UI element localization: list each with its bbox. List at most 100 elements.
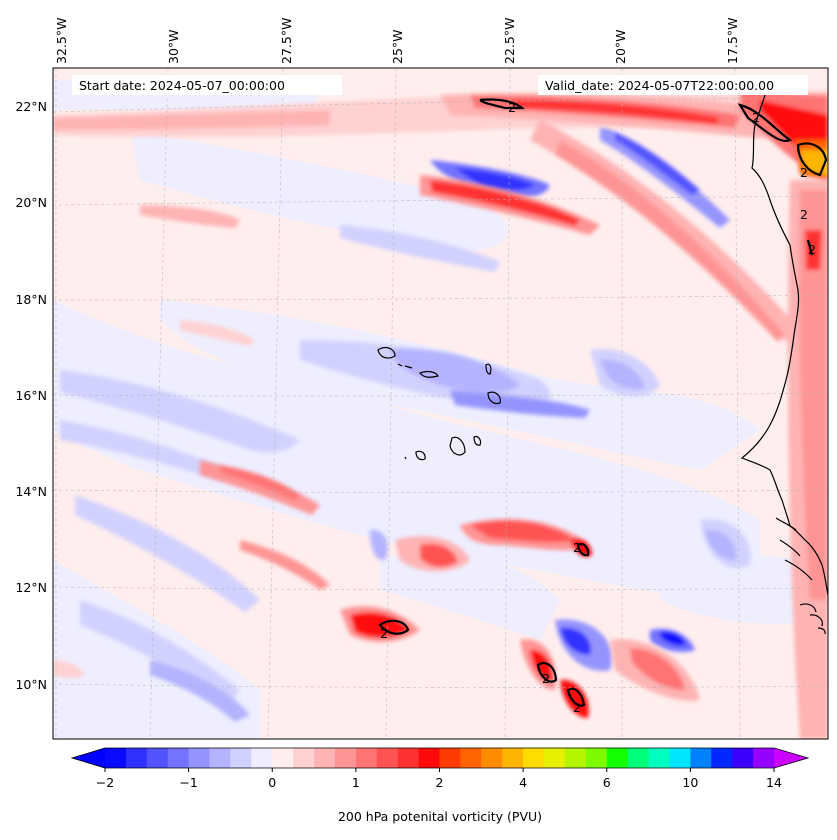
- colorbar-tick-label: 0: [268, 775, 276, 790]
- contour-line: [536, 662, 558, 683]
- pv-band: [799, 190, 828, 600]
- colorbar-tick-label: 1: [352, 775, 360, 790]
- gridline: [53, 489, 828, 493]
- pv-band: [600, 359, 645, 390]
- cape-verde-island: [397, 363, 403, 367]
- latitude-labels: 22°N 20°N 18°N 16°N 14°N 12°N 10°N: [15, 99, 47, 692]
- pv-band: [370, 529, 388, 561]
- colorbar: −2 −1 0 1 2 4 6 10 14 200 hPa potenital vorticit…: [70, 747, 810, 824]
- colorbar-segment: [314, 748, 336, 768]
- colorbar-segment: [711, 748, 733, 768]
- contour-line: [576, 543, 590, 557]
- pv-band: [150, 660, 250, 722]
- pv-region: [380, 552, 560, 640]
- cape-verde-island: [419, 370, 439, 378]
- colorbar-ticks: −2 −1 0 1 2 4 6 10 14: [96, 768, 782, 790]
- colorbar-segment: [460, 748, 482, 768]
- pv-band: [60, 370, 300, 453]
- colorbar-tick-label: 4: [519, 775, 527, 790]
- colorbar-segment: [167, 748, 190, 768]
- colorbar-tick-label: 14: [766, 775, 782, 790]
- pv-band: [570, 538, 592, 557]
- colorbar-segment: [293, 748, 315, 768]
- cape-verde-island: [377, 346, 396, 359]
- contour-label: 2: [380, 626, 388, 641]
- colorbar-tick-label: −1: [179, 775, 197, 790]
- colorbar-segment: [355, 748, 378, 768]
- colorbar-segment: [439, 748, 461, 768]
- gridline: [53, 586, 828, 591]
- pv-band: [530, 649, 553, 682]
- gridline: [53, 195, 828, 206]
- pv-band: [555, 140, 785, 342]
- gridline: [734, 68, 741, 739]
- gridline: [267, 68, 284, 739]
- map-area: 2 2 2 2 2 2 2 2 2 Start d: [53, 68, 828, 739]
- bissau-islands: [799, 603, 826, 635]
- gridlines: [53, 68, 828, 739]
- colorbar-tick-label: −2: [96, 775, 114, 790]
- colorbar-extend-low: [72, 748, 105, 768]
- pv-band: [60, 420, 230, 482]
- contour-labels: 2 2 2 2 2 2 2 2 2: [380, 100, 816, 715]
- pv-band: [510, 100, 720, 124]
- cape-verde-island: [415, 450, 426, 461]
- colorbar-segment: [188, 748, 211, 768]
- pv-band: [470, 520, 575, 543]
- pv-band: [615, 132, 700, 195]
- pv-band: [220, 465, 300, 500]
- colorbar-segment: [481, 748, 503, 768]
- contour-label: 2: [508, 100, 516, 115]
- contour-line: [796, 142, 828, 177]
- colorbar-segment: [125, 748, 148, 768]
- pv-band: [180, 320, 255, 346]
- colorbar-segment: [376, 748, 399, 768]
- contour-label: 2: [573, 540, 581, 555]
- pv-band: [705, 529, 736, 560]
- pv-band: [450, 390, 590, 418]
- pv-2-contours: [378, 98, 828, 707]
- pv-band: [240, 540, 330, 590]
- lat-label: 22°N: [15, 99, 47, 114]
- colorbar-segment: [251, 748, 273, 768]
- colorbar-segment: [209, 748, 231, 768]
- colorbar-segment: [418, 748, 440, 768]
- contour-label: 2: [808, 242, 816, 257]
- pv-region: [53, 300, 760, 600]
- west-africa-inlet: [775, 517, 813, 581]
- gridline: [53, 392, 828, 397]
- contour-label: 2: [800, 165, 808, 180]
- pv-band: [420, 543, 458, 567]
- lon-label: 30°W: [166, 29, 181, 64]
- contour-line: [378, 619, 410, 635]
- contour-line: [806, 239, 814, 256]
- lon-label: 25°W: [390, 29, 405, 64]
- lat-label: 18°N: [15, 292, 47, 307]
- valid-date-box: [538, 75, 808, 95]
- colorbar-tick-label: 2: [436, 775, 444, 790]
- colorbar-segment: [732, 748, 754, 768]
- pv-band: [390, 349, 520, 393]
- pv-band: [340, 225, 500, 272]
- african-coastline: [740, 79, 828, 596]
- colorbar-segment: [753, 748, 775, 768]
- pv-band: [660, 631, 686, 646]
- lat-label: 16°N: [15, 388, 47, 403]
- colorbar-segment: [606, 748, 629, 768]
- cape-verde-island: [449, 436, 466, 456]
- cape-verde-island: [485, 363, 492, 375]
- colorbar-segment: [272, 748, 294, 768]
- pv-band: [560, 627, 591, 655]
- gridline: [504, 68, 511, 739]
- pv-band: [805, 230, 822, 270]
- coastlines: [377, 79, 828, 635]
- contour-label: 2: [800, 207, 808, 222]
- colorbar-segment: [627, 748, 650, 768]
- start-date-text: Start date: 2024-05-07_00:00:00: [79, 78, 285, 93]
- contour-label: 2: [573, 700, 581, 715]
- colorbar-segment: [397, 748, 420, 768]
- contour-label: 2: [752, 110, 760, 125]
- gridline: [385, 68, 397, 739]
- colorbar-tick-label: 10: [682, 775, 698, 790]
